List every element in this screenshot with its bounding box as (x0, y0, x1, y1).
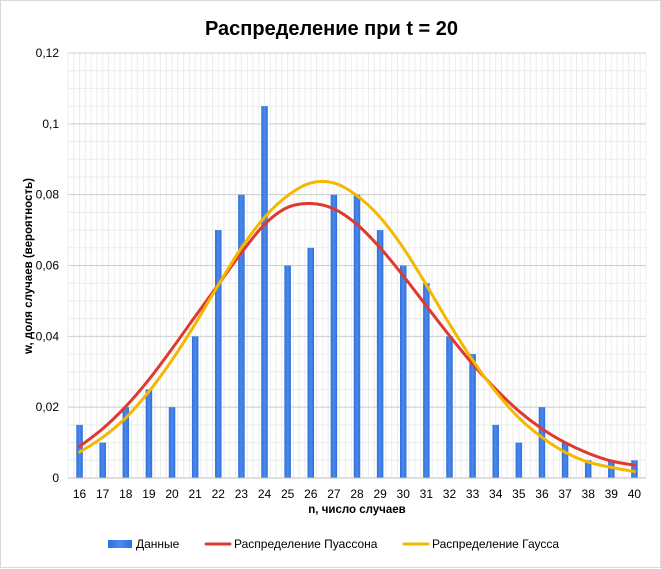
data-bar (515, 442, 523, 478)
legend-item-poisson: Распределение Пуассона (204, 537, 378, 551)
x-tick-label: 17 (96, 487, 110, 501)
lines-layer (78, 179, 636, 474)
legend-item-data: Данные (108, 537, 180, 551)
data-bar (469, 354, 476, 478)
x-tick-label: 36 (535, 487, 549, 501)
poisson-line (78, 201, 636, 467)
x-tick-label: 35 (512, 487, 526, 501)
data-bar (122, 407, 130, 478)
x-tick-label: 28 (350, 487, 364, 501)
x-tick-label: 30 (397, 487, 411, 501)
data-bar (423, 283, 430, 478)
x-tick-label: 34 (489, 487, 503, 501)
data-bar (191, 336, 199, 478)
legend: Данные Распределение Пуассона Распределени… (108, 537, 559, 551)
legend-swatch-bar (108, 540, 132, 548)
x-tick-label: 26 (304, 487, 318, 501)
axis-layer: 0 0,02 0,04 0,06 0,08 0,1 0,12 16 17 18 19 20 21 22 23… (36, 46, 646, 501)
x-tick-label: 40 (628, 487, 642, 501)
x-tick-label: 19 (142, 487, 156, 501)
legend-item-gauss: Распределение Гаусса (402, 537, 559, 551)
gauss-line (78, 179, 636, 474)
x-tick-label: 32 (443, 487, 457, 501)
x-tick-label: 33 (466, 487, 480, 501)
x-tick-label: 37 (558, 487, 572, 501)
y-tick-label: 0,1 (42, 117, 59, 131)
legend-label: Распределение Пуассона (234, 537, 378, 551)
legend-label: Распределение Гаусса (432, 537, 559, 551)
data-bar (330, 194, 338, 478)
chart-title: Распределение при t = 20 (204, 18, 459, 40)
data-bar (168, 407, 176, 478)
data-bar (215, 230, 222, 478)
x-tick-label: 23 (235, 487, 249, 501)
data-bar (538, 407, 546, 478)
x-tick-label: 16 (73, 487, 87, 501)
x-tick-label: 18 (119, 487, 133, 501)
y-axis-title: w, доля случаев (вероятность) (23, 178, 35, 355)
data-bar (561, 442, 569, 478)
x-tick-label: 39 (605, 487, 619, 501)
x-axis-title: n, число случаев (308, 504, 405, 516)
bars-layer (76, 106, 638, 478)
legend-label: Данные (136, 537, 180, 551)
data-bar (99, 442, 106, 478)
data-bar (399, 265, 407, 478)
data-bar (608, 460, 615, 478)
x-tick-label: 38 (582, 487, 596, 501)
x-tick-label: 21 (188, 487, 202, 501)
data-bar (492, 424, 499, 478)
x-tick-label: 22 (212, 487, 226, 501)
data-bar (145, 389, 153, 478)
y-tick-label: 0,06 (36, 259, 60, 273)
data-bar (261, 106, 268, 478)
data-bar (307, 247, 315, 478)
data-bar (238, 194, 245, 478)
data-bar (284, 265, 291, 478)
data-bar (631, 460, 638, 478)
x-tick-label: 27 (327, 487, 341, 501)
y-tick-label: 0,08 (36, 188, 60, 202)
data-bar (353, 194, 361, 478)
y-tick-label: 0,12 (36, 46, 60, 60)
y-tick-label: 0 (52, 471, 59, 485)
x-tick-label: 25 (281, 487, 295, 501)
x-tick-label: 31 (420, 487, 434, 501)
x-tick-label: 20 (165, 487, 179, 501)
x-tick-label: 29 (373, 487, 387, 501)
data-bar (446, 336, 453, 478)
x-tick-label: 24 (258, 487, 272, 501)
y-tick-label: 0,04 (36, 329, 60, 343)
data-bar (376, 230, 384, 478)
data-bar (584, 460, 592, 478)
y-tick-label: 0,02 (36, 400, 60, 414)
